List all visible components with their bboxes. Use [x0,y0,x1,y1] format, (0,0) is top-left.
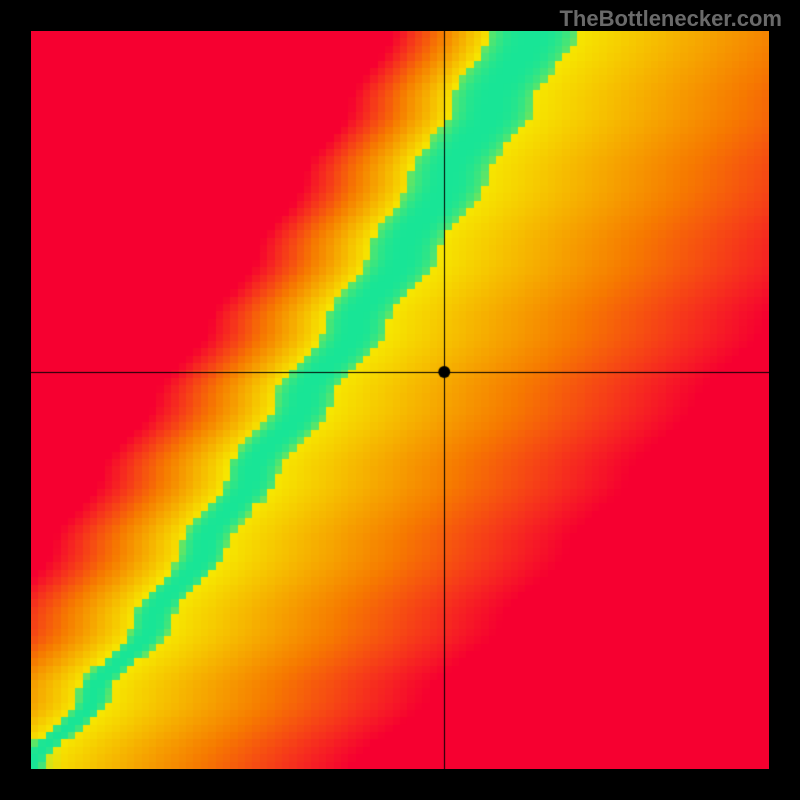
chart-container: TheBottlenecker.com [0,0,800,800]
watermark-text: TheBottlenecker.com [559,6,782,32]
heatmap-canvas [31,31,769,769]
